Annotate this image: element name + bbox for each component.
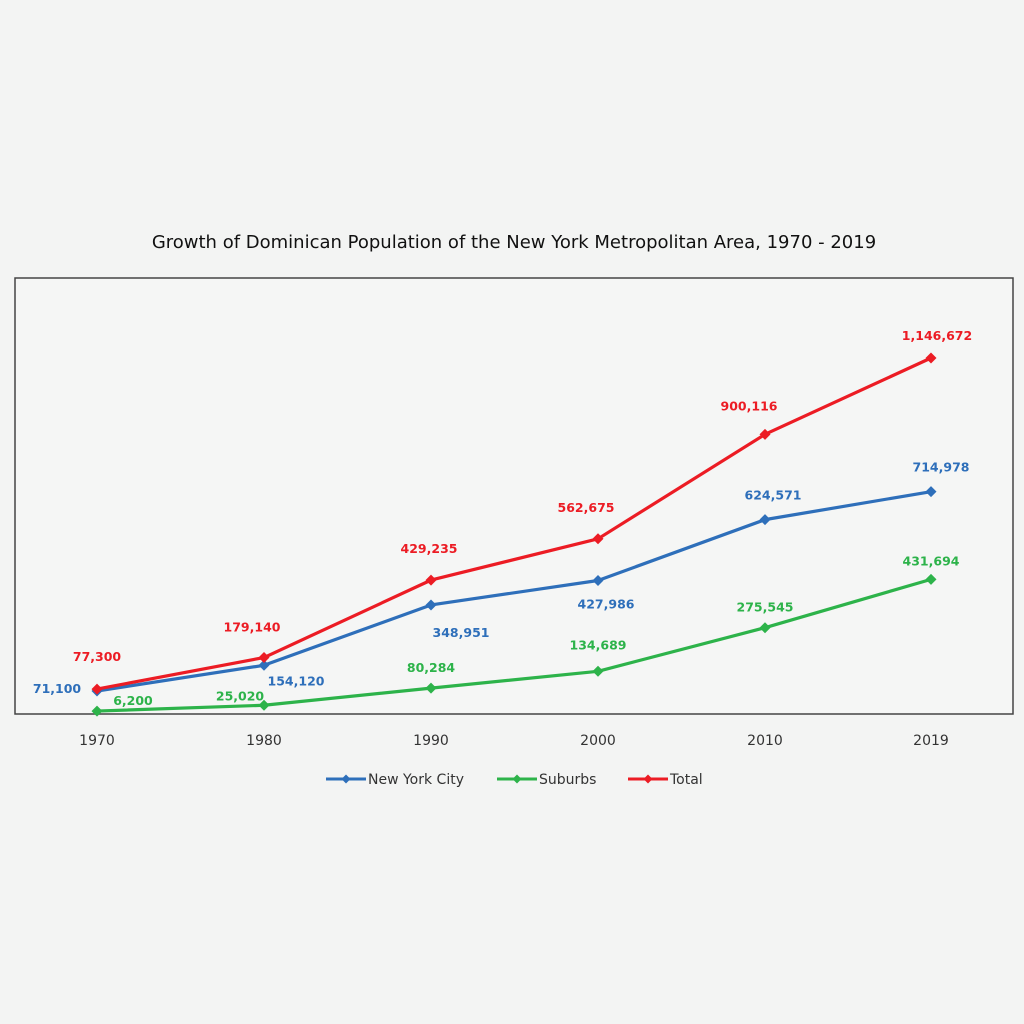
- data-label-total-2010: 900,116: [721, 398, 778, 413]
- data-point-suburbs-2000: [592, 665, 604, 677]
- data-point-new-york-city-2019: [925, 486, 937, 498]
- data-point-new-york-city-2010: [759, 514, 771, 526]
- data-label-total-2000: 562,675: [558, 500, 615, 515]
- data-point-suburbs-2010: [759, 622, 771, 634]
- data-label-suburbs-1970: 6,200: [113, 693, 153, 708]
- data-label-total-1980: 179,140: [224, 620, 281, 635]
- data-point-new-york-city-1990: [425, 599, 437, 611]
- data-label-suburbs-1990: 80,284: [407, 660, 456, 675]
- data-label-total-1970: 77,300: [73, 649, 122, 664]
- x-tick-label: 2019: [913, 733, 949, 749]
- legend-label-new-york-city: New York City: [368, 772, 464, 788]
- data-label-new-york-city-1970: 71,100: [33, 681, 82, 696]
- data-label-suburbs-2000: 134,689: [570, 637, 627, 652]
- data-label-new-york-city-1980: 154,120: [268, 673, 325, 688]
- data-label-total-1990: 429,235: [401, 541, 458, 556]
- data-point-new-york-city-1980: [258, 659, 270, 671]
- data-point-total-2000: [592, 533, 604, 545]
- data-point-total-2019: [925, 352, 937, 364]
- legend-label-suburbs: Suburbs: [539, 772, 596, 788]
- data-point-suburbs-1970: [91, 705, 103, 717]
- chart-title: Growth of Dominican Population of the Ne…: [152, 232, 876, 253]
- data-label-new-york-city-2010: 624,571: [745, 488, 802, 503]
- data-point-suburbs-1980: [258, 699, 270, 711]
- x-tick-label: 2010: [747, 733, 783, 749]
- data-label-new-york-city-1990: 348,951: [433, 625, 490, 640]
- data-labels: 6,200 25,020 80,284 134,689 275,545 431,694 71…: [33, 328, 972, 708]
- data-label-total-2019: 1,146,672: [902, 328, 972, 343]
- data-label-suburbs-2010: 275,545: [737, 600, 794, 615]
- data-point-total-1980: [258, 652, 270, 664]
- series-line-suburbs: [96, 577, 932, 713]
- legend-swatch-marker-new-york-city: [341, 774, 351, 784]
- plot-area-frame: [14, 277, 1014, 715]
- data-point-new-york-city-2000: [592, 574, 604, 586]
- x-tick-label: 1990: [413, 733, 449, 749]
- legend-swatch-marker-suburbs: [512, 774, 522, 784]
- data-point-total-1970: [91, 683, 103, 695]
- data-point-suburbs-2019: [925, 573, 937, 585]
- series-line-new-york-city: [96, 490, 932, 693]
- legend-label-total: Total: [669, 772, 703, 788]
- data-label-suburbs-1980: 25,020: [216, 688, 265, 703]
- series-lines: [91, 352, 937, 717]
- legend-swatch-marker-total: [643, 774, 653, 784]
- data-label-new-york-city-2019: 714,978: [913, 460, 970, 475]
- x-tick-label: 1980: [246, 733, 282, 749]
- data-point-suburbs-1990: [425, 682, 437, 694]
- data-point-total-2010: [759, 428, 771, 440]
- x-tick-label: 1970: [79, 733, 115, 749]
- data-label-new-york-city-2000: 427,986: [578, 596, 635, 611]
- x-axis-ticks: 1970 1980 1990 2000 2010 2019: [79, 733, 949, 749]
- series-line-total: [96, 356, 932, 691]
- data-label-suburbs-2019: 431,694: [903, 553, 960, 568]
- data-point-total-1990: [425, 574, 437, 586]
- legend: New York City Suburbs Total: [326, 772, 703, 788]
- x-tick-label: 2000: [580, 733, 616, 749]
